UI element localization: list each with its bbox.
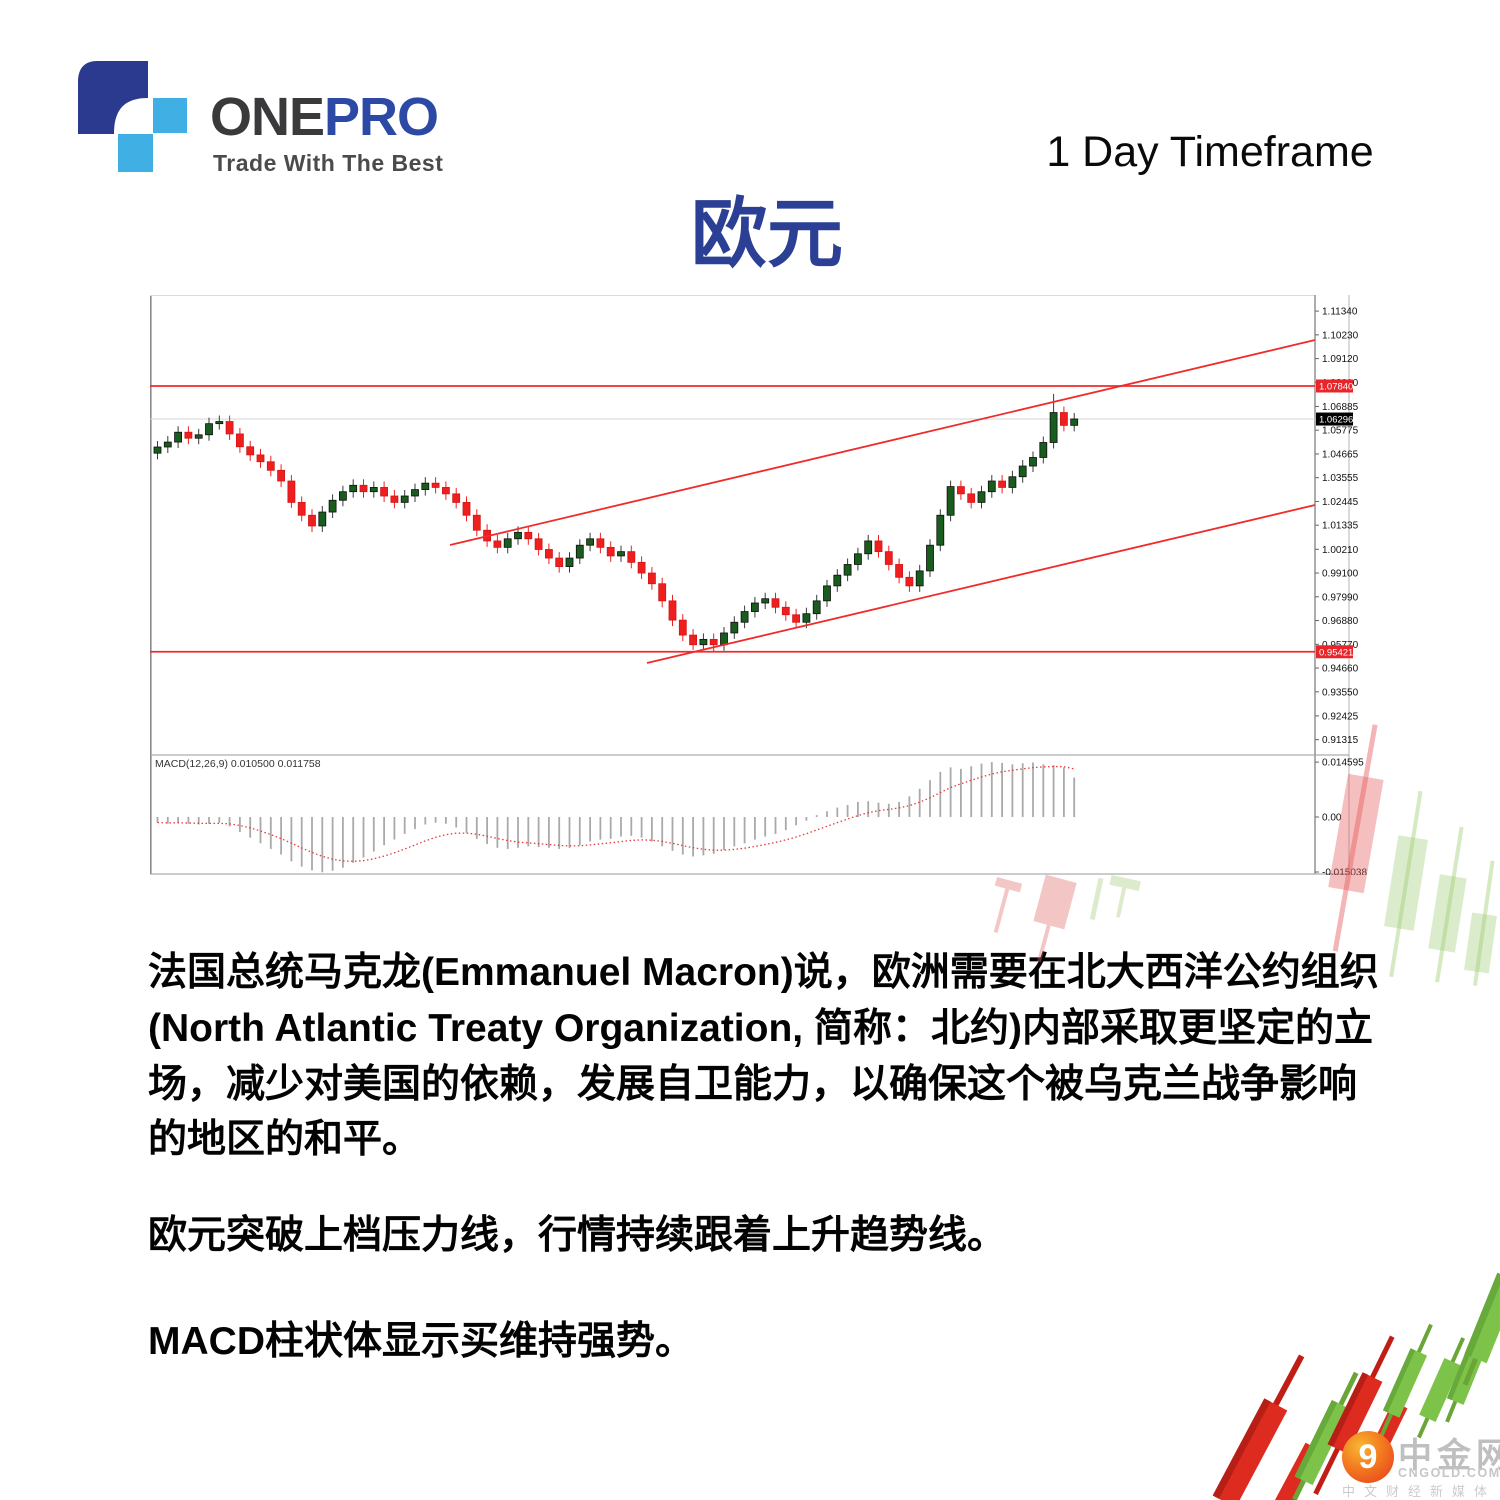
svg-text:0.014595: 0.014595	[1322, 758, 1364, 769]
timeframe-label: 1 Day Timeframe	[1046, 128, 1374, 176]
decor-candle	[1428, 826, 1467, 983]
watermark-site-name: 中金网	[1398, 1437, 1500, 1475]
svg-text:1.11340: 1.11340	[1322, 307, 1358, 318]
svg-text:1.10230: 1.10230	[1322, 330, 1359, 341]
svg-text:1.01335: 1.01335	[1322, 521, 1359, 532]
macd-indicator-label: MACD(12,26,9) 0.010500 0.011758	[155, 758, 321, 770]
svg-text:1.00210: 1.00210	[1322, 545, 1359, 556]
price-chart: MACD(12,26,9) 0.010500 0.011758 1.11340 1.…	[150, 295, 1390, 879]
svg-text:0.00: 0.00	[1322, 813, 1342, 824]
logo-swoosh	[78, 61, 148, 134]
decor-candle	[1109, 875, 1141, 918]
decor-candle	[1417, 1337, 1466, 1439]
cngold-logo-icon: 9	[1342, 1431, 1394, 1483]
decor-candle	[1462, 1244, 1500, 1386]
decor-candle	[993, 876, 1023, 934]
decor-candle	[1464, 860, 1497, 986]
svg-text:0.95421: 0.95421	[1319, 647, 1353, 658]
decor-faded-candles-bottom	[993, 874, 1141, 963]
watermark-site-slogan: 中文财经新媒体	[1342, 1484, 1497, 1499]
brand-name-one: ONE	[210, 87, 325, 147]
decor-candle	[1271, 1420, 1329, 1500]
svg-text:1.06296: 1.06296	[1319, 415, 1353, 426]
decor-candle	[1445, 1311, 1494, 1423]
watermark-site-url: CNGOLD.COM.CN	[1398, 1466, 1500, 1480]
svg-text:0.92425: 0.92425	[1322, 711, 1359, 722]
svg-text:1.04665: 1.04665	[1322, 449, 1359, 460]
brand-name-pro: PRO	[324, 87, 439, 147]
page-title: 欧元	[691, 192, 843, 277]
svg-text:1.06885: 1.06885	[1322, 402, 1359, 413]
svg-text:0.96880: 0.96880	[1322, 616, 1359, 627]
onepro-logo-icon	[78, 61, 187, 172]
svg-text:1.05775: 1.05775	[1322, 426, 1359, 437]
brand-logo: ONEPRO Trade With The Best	[77, 60, 497, 190]
svg-text:1.09120: 1.09120	[1322, 354, 1359, 365]
svg-text:1.02445: 1.02445	[1322, 497, 1359, 508]
analysis-paragraph-1: 法国总统马克龙(Emmanuel Macron)说，欧洲需要在北大西洋公约组织(…	[148, 951, 1379, 1162]
decor-candle	[1089, 877, 1104, 921]
svg-text:-0.015038: -0.015038	[1322, 868, 1367, 876]
svg-text:0.99100: 0.99100	[1322, 569, 1359, 580]
svg-text:0.93550: 0.93550	[1322, 687, 1359, 698]
analysis-paragraph-2: 欧元突破上档压力线，行情持续跟着上升趋势线。	[148, 1214, 1007, 1257]
svg-text:0.94660: 0.94660	[1322, 664, 1359, 675]
analysis-paragraph-3: MACD柱状体显示买维持强势。	[148, 1320, 694, 1363]
brand-tagline: Trade With The Best	[213, 150, 444, 176]
svg-text:1.07840: 1.07840	[1319, 382, 1353, 393]
logo-square-2	[118, 134, 153, 172]
brand-wordmark: ONEPRO	[210, 87, 439, 147]
candlestick-macd-chart: MACD(12,26,9) 0.010500 0.011758 1.11340 1.…	[150, 295, 1367, 879]
svg-text:1.03555: 1.03555	[1322, 473, 1359, 484]
svg-text:0.91315: 0.91315	[1322, 735, 1359, 746]
logo-square-1	[153, 98, 187, 133]
svg-text:0.97990: 0.97990	[1322, 592, 1359, 603]
decor-candle	[1200, 1354, 1305, 1500]
